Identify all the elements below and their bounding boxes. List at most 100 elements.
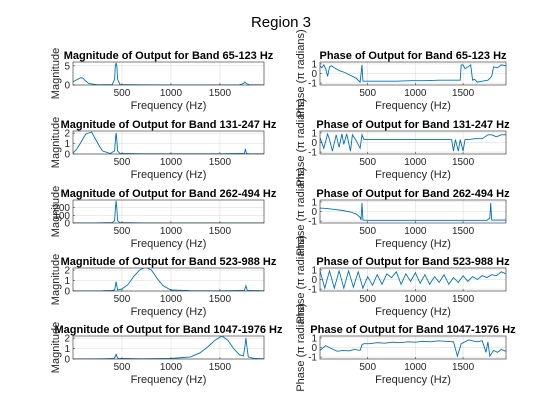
series-line: [320, 339, 506, 358]
y-tick-label: 0: [311, 275, 317, 286]
x-tick-label: 1000: [404, 88, 427, 99]
y-tick-label: 1: [311, 128, 317, 139]
x-tick-label: 1000: [160, 294, 183, 305]
y-tick-label: 100: [53, 211, 70, 222]
figure-suptitle: Region 3: [251, 14, 311, 31]
series-line: [73, 268, 264, 291]
y-tick-label: 0: [311, 69, 317, 80]
y-axis-label: Phase (π radians): [295, 235, 307, 323]
x-tick-label: 1000: [404, 157, 427, 168]
x-tick-label: 1500: [452, 88, 475, 99]
axes-box: [72, 130, 265, 155]
x-axis-label: Frequency (Hz): [131, 306, 207, 318]
y-tick-label: 1: [311, 197, 317, 208]
y-tick-label: -1: [308, 79, 317, 90]
x-tick-label: 1500: [209, 362, 232, 373]
y-tick-label: -1: [308, 148, 317, 159]
axes-box: [72, 61, 265, 86]
x-axis-label: Frequency (Hz): [375, 238, 451, 250]
subplot-title: Magnitude of Output for Band 523-988 Hz: [61, 256, 277, 268]
y-axis-label: Magnitude: [50, 322, 62, 373]
y-tick-label: 2: [64, 334, 70, 345]
x-tick-label: 500: [359, 226, 376, 237]
x-tick-label: 1000: [404, 226, 427, 237]
x-tick-label: 500: [359, 157, 376, 168]
y-axis-label: Magnitude: [50, 48, 62, 99]
y-tick-label: 0: [311, 207, 317, 218]
y-tick-label: -1: [308, 217, 317, 228]
subplot-title: Magnitude of Output for Band 262-494 Hz: [61, 188, 277, 200]
x-tick-label: 500: [359, 362, 376, 373]
y-axis-label: Phase (π radians): [295, 303, 307, 391]
x-tick-label: 1000: [160, 88, 183, 99]
y-tick-label: 0: [64, 355, 70, 366]
y-tick-label: 0: [311, 138, 317, 149]
series-line: [320, 63, 506, 84]
x-tick-label: 500: [114, 88, 131, 99]
y-tick-label: 0: [64, 81, 70, 92]
x-tick-label: 1500: [452, 157, 475, 168]
x-axis-label: Frequency (Hz): [375, 169, 451, 181]
y-tick-label: 1: [64, 344, 70, 355]
x-tick-label: 1500: [209, 157, 232, 168]
plot-area: [73, 131, 264, 154]
y-tick-label: 2: [64, 129, 70, 140]
subplot-title: Phase of Output for Band 523-988 Hz: [316, 256, 510, 268]
x-tick-label: 1000: [160, 362, 183, 373]
plot-area: [73, 62, 264, 85]
y-axis-label: Phase (π radians): [295, 98, 307, 186]
y-axis-label: Magnitude: [50, 117, 62, 168]
x-tick-label: 500: [114, 157, 131, 168]
plot-area: [73, 336, 264, 359]
x-axis-label: Frequency (Hz): [131, 100, 207, 112]
x-axis-label: Frequency (Hz): [131, 169, 207, 181]
x-tick-label: 500: [114, 294, 131, 305]
x-axis-label: Frequency (Hz): [131, 374, 207, 386]
x-tick-label: 1500: [452, 226, 475, 237]
x-tick-label: 1000: [404, 362, 427, 373]
axes-box: [72, 267, 265, 292]
x-tick-label: 1500: [209, 88, 232, 99]
y-tick-label: 200: [53, 203, 70, 214]
axes-box: [72, 335, 265, 360]
y-tick-label: 1: [311, 333, 317, 344]
x-tick-label: 1500: [209, 294, 232, 305]
x-tick-label: 1000: [160, 157, 183, 168]
y-tick-label: 0: [64, 219, 70, 230]
subplot-title: Phase of Output for Band 131-247 Hz: [316, 119, 510, 131]
x-tick-label: 500: [114, 226, 131, 237]
plot-area: [73, 200, 264, 223]
x-tick-label: 500: [359, 88, 376, 99]
series-line: [320, 202, 506, 221]
x-tick-label: 1500: [452, 294, 475, 305]
plot-area: [73, 268, 264, 291]
y-tick-label: 0: [64, 150, 70, 161]
y-tick-label: 0: [311, 343, 317, 354]
y-tick-label: 5: [64, 61, 70, 72]
y-axis-label: Magnitude: [50, 254, 62, 305]
series-line: [73, 336, 264, 359]
x-tick-label: 500: [359, 294, 376, 305]
y-axis-label: Phase (π radians): [295, 29, 307, 117]
subplot-title: Phase of Output for Band 65-123 Hz: [319, 50, 507, 62]
x-tick-label: 1500: [209, 226, 232, 237]
series-line: [73, 62, 264, 85]
x-axis-label: Frequency (Hz): [375, 306, 451, 318]
x-tick-label: 1000: [160, 226, 183, 237]
series-line: [320, 132, 506, 152]
x-axis-label: Frequency (Hz): [375, 100, 451, 112]
y-tick-label: 1: [311, 59, 317, 70]
axes-box: [72, 199, 265, 224]
x-axis-label: Frequency (Hz): [131, 238, 207, 250]
